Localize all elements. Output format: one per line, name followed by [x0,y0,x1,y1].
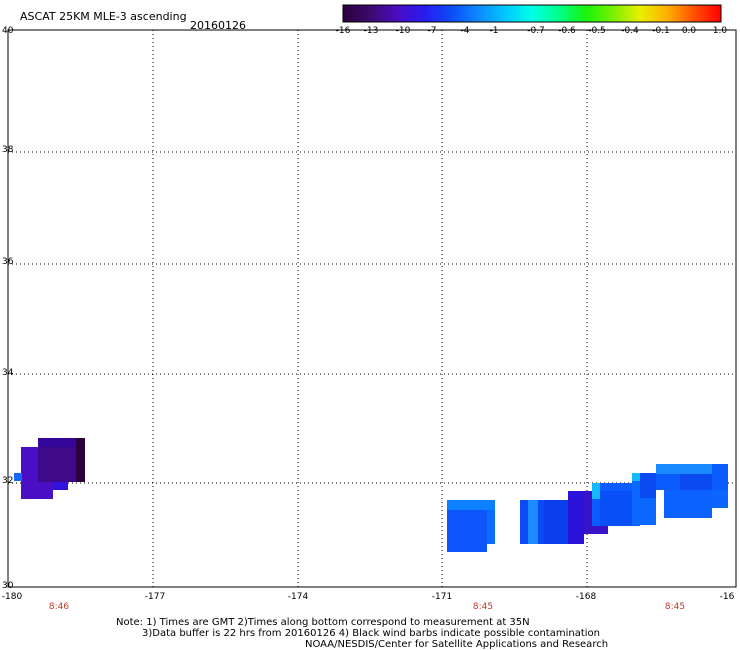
lat-tick: 38 [2,145,14,155]
lat-tick: 40 [2,26,14,36]
lon-tick: -16 [719,592,735,602]
product-date: 20160126 [190,19,246,32]
note-line-2: 3)Data buffer is 22 hrs from 20160126 4)… [142,628,600,639]
lat-tick: 36 [2,257,14,267]
lon-tick: -177 [144,592,166,602]
map-plot [7,29,737,588]
colorbar-label: -16 [335,26,351,36]
swath-east [520,464,728,544]
colorbar [342,4,722,23]
lon-tick: -171 [431,592,453,602]
lat-tick: 34 [2,368,14,378]
lon-tick: -174 [287,592,309,602]
colorbar-label: -0.1 [652,26,670,36]
colorbar-label: 0.0 [681,26,697,36]
lon-tick: -180 [1,592,23,602]
swath-central [447,500,495,552]
colorbar-label: -1 [489,26,499,36]
colorbar-label: -10 [395,26,411,36]
note-line-3: NOAA/NESDIS/Center for Satellite Applica… [305,639,609,650]
colorbar-label: -4 [460,26,470,36]
pass-time: 8:45 [664,602,686,612]
colorbar-label: -7 [427,26,437,36]
colorbar-label: -0.7 [527,26,545,36]
lat-tick: 30 [2,581,14,591]
colorbar-label: -13 [363,26,379,36]
plot-frame [7,29,737,588]
swath-west [14,438,85,499]
pass-time: 8:46 [48,602,70,612]
note-line-1: Note: 1) Times are GMT 2)Times along bot… [116,617,530,628]
colorbar-label: 1.0 [712,26,728,36]
pass-time: 8:45 [472,602,494,612]
colorbar-label: -0.4 [621,26,639,36]
colorbar-gradient [342,4,722,23]
colorbar-label: -0.6 [558,26,576,36]
lat-tick: 32 [2,476,14,486]
lon-tick: -168 [575,592,597,602]
product-title: ASCAT 25KM MLE-3 ascending [20,10,187,23]
colorbar-label: -0.5 [588,26,606,36]
